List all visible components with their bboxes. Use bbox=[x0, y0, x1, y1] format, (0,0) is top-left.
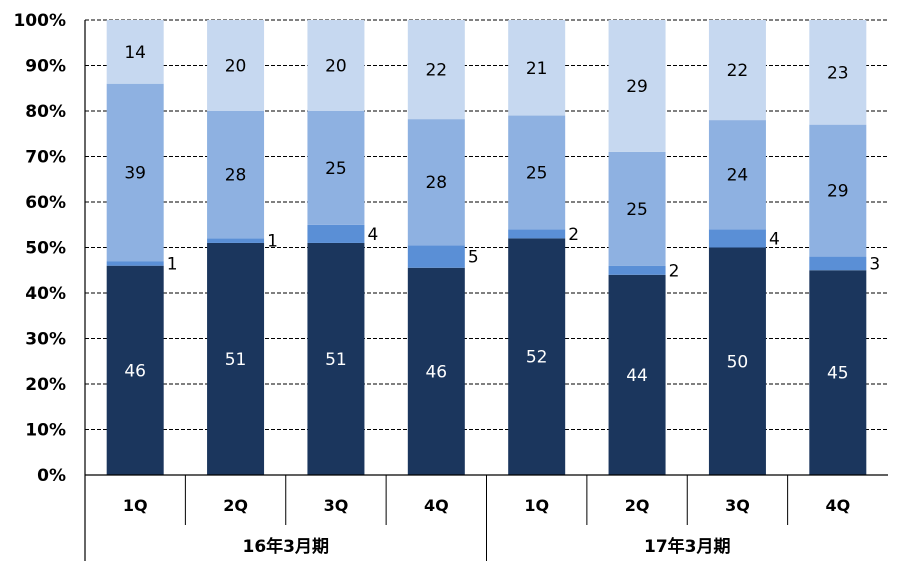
y-tick-label: 40% bbox=[25, 284, 66, 304]
bar-segment bbox=[407, 267, 465, 475]
data-label: 5 bbox=[468, 248, 479, 268]
data-label: 51 bbox=[325, 350, 347, 370]
data-label: 46 bbox=[124, 361, 146, 381]
data-label: 2 bbox=[568, 225, 579, 245]
data-label: 1 bbox=[267, 232, 278, 252]
bar-segment bbox=[809, 124, 867, 257]
bar-segment bbox=[207, 111, 265, 239]
x-category-label: 3Q bbox=[324, 496, 349, 515]
bar-segment bbox=[207, 20, 265, 111]
x-category-label: 1Q bbox=[524, 496, 549, 515]
x-category-label: 1Q bbox=[123, 496, 148, 515]
bar-segment bbox=[407, 20, 465, 120]
bar-segment bbox=[307, 20, 365, 111]
bar-segment bbox=[207, 242, 265, 475]
data-label: 23 bbox=[827, 63, 849, 83]
data-label: 29 bbox=[626, 77, 648, 97]
y-tick-label: 10% bbox=[25, 421, 66, 441]
bar-segment bbox=[608, 151, 666, 266]
data-label: 1 bbox=[167, 254, 178, 274]
bar-segment bbox=[608, 274, 666, 475]
data-label: 45 bbox=[827, 364, 849, 384]
bar-segment bbox=[407, 245, 465, 268]
bar-segment bbox=[508, 20, 566, 116]
data-label: 28 bbox=[225, 166, 247, 186]
bar-segment bbox=[508, 229, 566, 239]
bar-segment bbox=[106, 20, 164, 84]
bar-segment bbox=[809, 256, 867, 271]
data-label: 44 bbox=[626, 366, 648, 386]
data-label: 50 bbox=[727, 352, 749, 372]
bar-segment bbox=[708, 120, 766, 230]
data-label: 21 bbox=[526, 59, 548, 79]
data-label: 28 bbox=[425, 173, 447, 193]
data-label: 52 bbox=[526, 348, 548, 368]
data-label: 51 bbox=[225, 350, 247, 370]
y-tick-label: 50% bbox=[25, 239, 66, 259]
data-label: 39 bbox=[124, 163, 146, 183]
y-tick-label: 100% bbox=[13, 11, 66, 31]
bar-segment bbox=[708, 247, 766, 475]
x-category-label: 4Q bbox=[825, 496, 850, 515]
y-tick-label: 30% bbox=[25, 330, 66, 350]
bar-segment bbox=[508, 238, 566, 475]
bar-segment bbox=[508, 115, 566, 230]
data-label: 25 bbox=[526, 163, 548, 183]
bar-segment bbox=[307, 242, 365, 475]
data-label: 24 bbox=[727, 166, 749, 186]
data-label: 25 bbox=[626, 200, 648, 220]
y-tick-label: 60% bbox=[25, 193, 66, 213]
x-category-label: 4Q bbox=[424, 496, 449, 515]
data-label: 25 bbox=[325, 159, 347, 179]
data-label: 20 bbox=[225, 57, 247, 77]
bar-segment bbox=[407, 119, 465, 246]
x-category-label: 2Q bbox=[625, 496, 650, 515]
data-label: 22 bbox=[425, 61, 447, 81]
bar-segment bbox=[307, 224, 365, 243]
bar-segment bbox=[307, 111, 365, 225]
y-tick-label: 0% bbox=[37, 466, 66, 486]
bar-segment bbox=[708, 229, 766, 248]
bar-segment bbox=[708, 20, 766, 121]
x-group-label: 16年3月期 bbox=[243, 536, 330, 557]
x-group-label: 17年3月期 bbox=[644, 536, 731, 557]
bar-segment bbox=[809, 20, 867, 125]
bar-segment bbox=[608, 20, 666, 152]
data-label: 2 bbox=[669, 261, 680, 281]
y-tick-label: 90% bbox=[25, 57, 66, 77]
bar-segment bbox=[608, 265, 666, 275]
bar-segment bbox=[809, 270, 867, 475]
data-label: 29 bbox=[827, 182, 849, 202]
x-category-label: 3Q bbox=[725, 496, 750, 515]
data-label: 20 bbox=[325, 57, 347, 77]
bar-segment bbox=[106, 265, 164, 475]
data-label: 4 bbox=[367, 225, 378, 245]
y-tick-label: 70% bbox=[25, 148, 66, 168]
bar-segment bbox=[106, 261, 164, 266]
data-label: 3 bbox=[869, 254, 880, 274]
data-label: 46 bbox=[425, 362, 447, 382]
data-label: 22 bbox=[727, 61, 749, 81]
y-tick-label: 20% bbox=[25, 375, 66, 395]
bar-segment bbox=[207, 238, 265, 243]
data-label: 4 bbox=[769, 229, 780, 249]
x-category-label: 2Q bbox=[223, 496, 248, 515]
bar-segment bbox=[106, 83, 164, 262]
data-label: 14 bbox=[124, 43, 146, 63]
y-tick-label: 80% bbox=[25, 102, 66, 122]
